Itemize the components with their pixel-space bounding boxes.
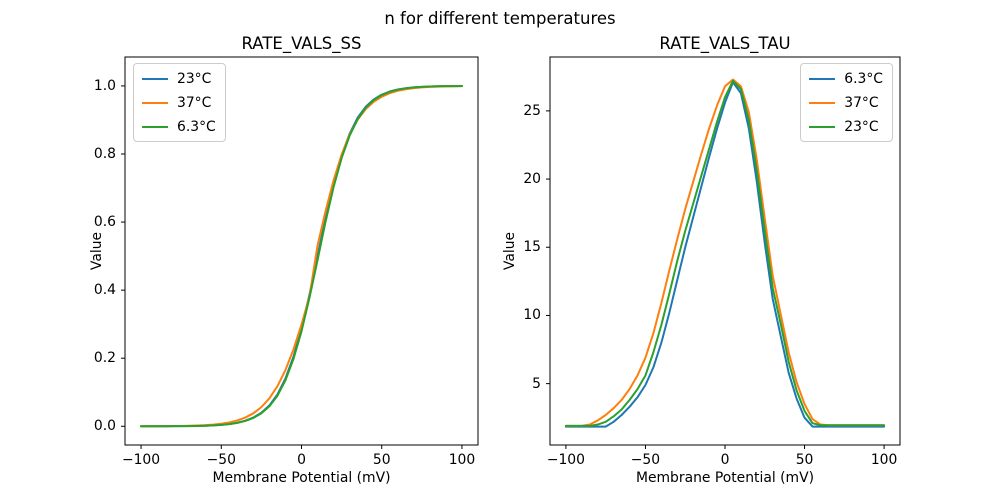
series-line-23c (564, 79, 886, 427)
y-tick-label: 5 (532, 375, 541, 392)
y-tick-label: 10 (523, 307, 541, 324)
legend-entry: 6.3°C (142, 117, 216, 136)
legend-entry-label: 6.3°C (177, 118, 216, 135)
y-tick-label: 0.2 (93, 350, 116, 367)
legend-line-swatch (142, 101, 168, 104)
y-tick-label: 25 (523, 102, 541, 119)
legend-line-swatch (809, 101, 836, 104)
legend-tau: 6.3°C 37°C 23°C (800, 63, 893, 142)
x-tick-label: −100 (546, 452, 585, 468)
x-tick-label: −50 (206, 452, 236, 468)
x-tick-label: −50 (630, 452, 661, 468)
legend-entry-label: 6.3°C (844, 70, 883, 87)
y-tick-label: 0.0 (93, 418, 116, 435)
legend-entry: 23°C (142, 69, 216, 88)
subplot-ss-ylabel: Value (89, 231, 105, 271)
y-tick-label: 20 (523, 171, 541, 188)
legend-line-swatch (142, 77, 168, 80)
x-tick-label: 50 (372, 452, 391, 468)
y-tick-label: 0.8 (93, 146, 116, 162)
legend-entry-label: 23°C (177, 70, 212, 87)
x-tick-label: 100 (448, 452, 476, 468)
subplot-tau-title: RATE_VALS_TAU (659, 34, 791, 53)
subplot-ss-xlabel: Membrane Potential (mV) (212, 470, 391, 486)
y-tick-label: 1.0 (93, 77, 116, 94)
y-tick-label: 0.4 (93, 282, 116, 299)
legend-entry: 6.3°C (809, 69, 883, 88)
legend-line-swatch (142, 125, 168, 128)
x-tick-label: 0 (297, 452, 306, 468)
legend-entry-label: 23°C (844, 118, 879, 135)
x-tick-label: 100 (870, 452, 898, 468)
legend-entry: 37°C (809, 93, 883, 112)
subplot-tau-xlabel: Membrane Potential (mV) (635, 470, 814, 486)
legend-entry: 37°C (142, 93, 216, 112)
legend-entry-label: 37°C (844, 94, 879, 111)
legend-line-swatch (809, 77, 836, 80)
series-line-6.3c (140, 85, 463, 428)
x-tick-label: 50 (795, 452, 814, 468)
x-tick-label: 0 (720, 452, 730, 468)
legend-ss: 23°C 37°C 6.3°C (133, 63, 226, 142)
legend-entry-label: 37°C (177, 94, 212, 111)
legend-entry: 23°C (809, 117, 883, 136)
series-line-6.3c (564, 81, 886, 428)
x-tick-label: −100 (121, 452, 161, 468)
figure-suptitle: n for different temperatures (384, 9, 616, 28)
subplot-ss-title: RATE_VALS_SS (241, 34, 362, 53)
subplot-tau-ylabel: Value (502, 231, 518, 271)
y-tick-label: 15 (523, 239, 541, 256)
y-tick-label: 0.6 (93, 214, 116, 231)
legend-line-swatch (809, 125, 836, 128)
